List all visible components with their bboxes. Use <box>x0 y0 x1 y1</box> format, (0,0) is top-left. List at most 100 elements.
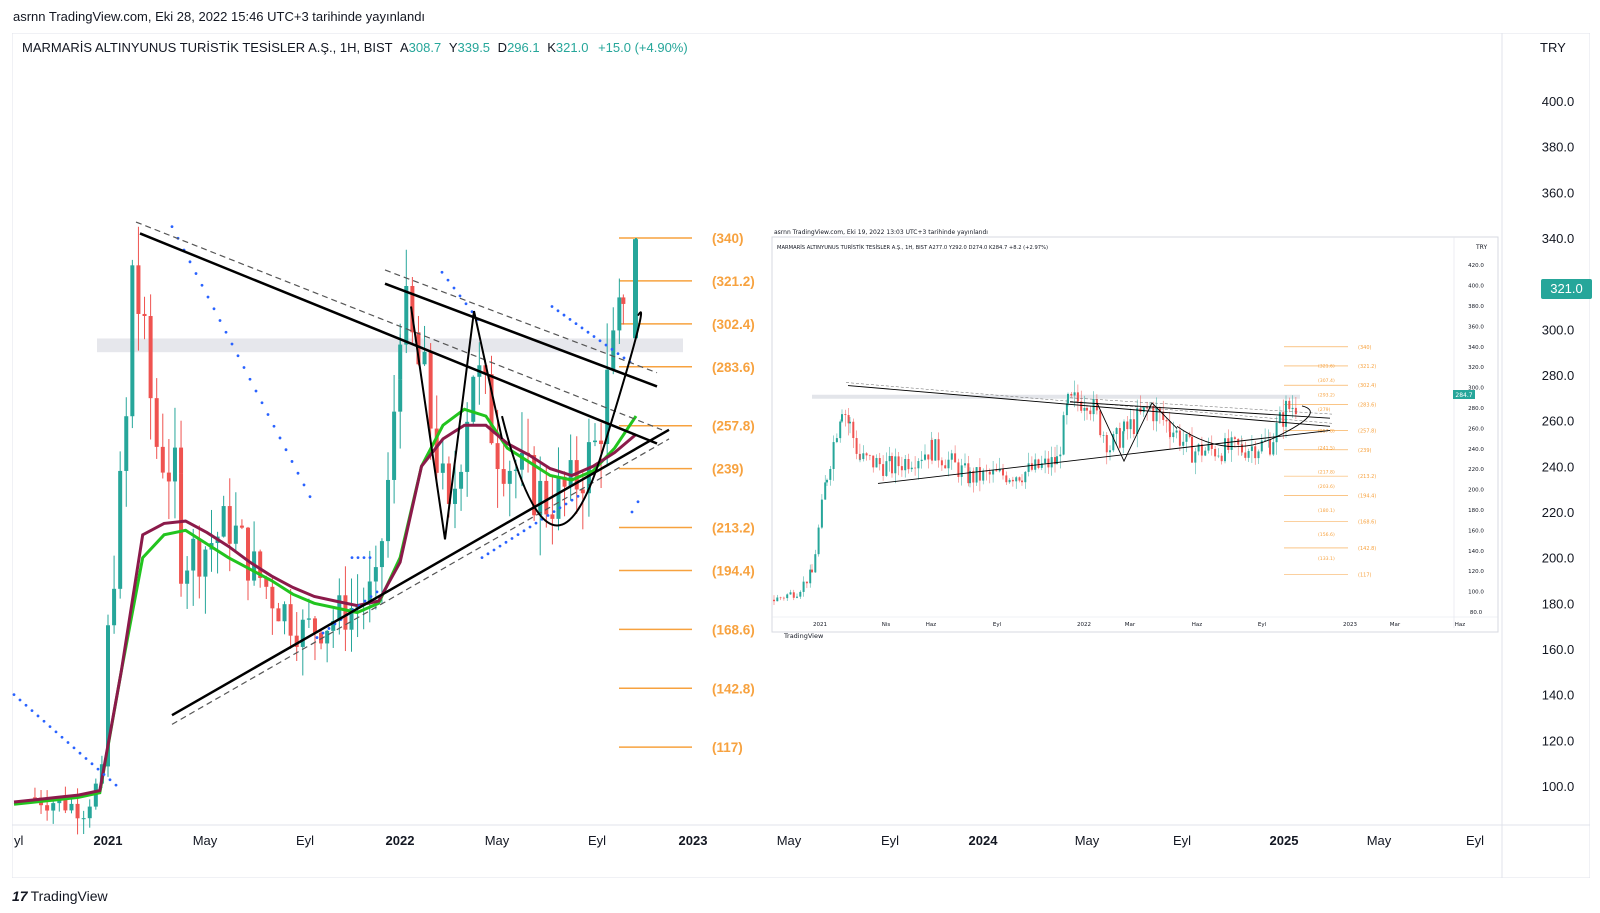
inset-candle-body <box>1123 421 1125 432</box>
inset-candle-body <box>1275 422 1278 443</box>
inset-candle-body <box>1070 393 1073 396</box>
inset-y-tick-label: 160.0 <box>1468 528 1484 534</box>
inset-x-tick-label: Eyl <box>1258 622 1267 628</box>
inset-candle-body <box>1264 440 1267 441</box>
fib-label: (194.4) <box>712 563 755 578</box>
psar-dot <box>194 272 198 275</box>
tradingview-brand[interactable]: 17 TradingView <box>12 888 108 904</box>
psar-dot <box>24 703 28 707</box>
inset-channel-top <box>1069 401 1331 419</box>
inset-candle-body <box>1065 403 1068 416</box>
inset-candle-body <box>888 455 891 462</box>
psar-dot <box>528 525 532 529</box>
candle-body <box>270 586 275 609</box>
inset-candle-body <box>1294 407 1297 415</box>
inset-candle-body <box>1142 406 1145 413</box>
upper-trendline-dashed <box>135 221 663 431</box>
moving-averages <box>13 407 638 806</box>
inset-candle-body <box>1122 431 1125 448</box>
inset-fib-label: (257.8) <box>1358 429 1376 435</box>
psar-dot <box>558 506 562 510</box>
inset-candle-body <box>1109 450 1111 453</box>
inset-y-tick-label: 420.0 <box>1468 263 1484 269</box>
open-label: A <box>399 40 409 55</box>
inset-candle-body <box>826 479 828 483</box>
inset-candle-body <box>811 569 813 573</box>
candle-body <box>264 577 269 587</box>
candle-body <box>148 316 153 399</box>
inset-fib-label-left: (307.4) <box>1318 378 1335 384</box>
psar-dot <box>470 310 474 314</box>
candle-body <box>276 608 281 622</box>
x-tick-label: May <box>485 833 510 848</box>
candle-body <box>282 604 287 622</box>
candle-body <box>471 376 476 422</box>
inset-fib-levels: (340) (321.2) (302.4) (283.6) (257.8) (239) (2… <box>812 345 1376 578</box>
candle-body <box>428 351 433 429</box>
psar-dot <box>302 483 306 487</box>
x-tick-label: Eyl <box>881 833 899 848</box>
inset-publication-line: asrnn TradingView.com, Eki 19, 2022 13:0… <box>774 229 988 236</box>
inset-candle-body <box>1191 436 1193 463</box>
psar-dot <box>576 494 580 498</box>
y-tick-label: 340.0 <box>1542 231 1575 246</box>
close-value: 321.0 <box>555 40 589 55</box>
psar-dot <box>522 529 526 533</box>
inset-currency: TRY <box>1475 244 1487 251</box>
inset-candle-body <box>832 442 835 470</box>
lower-trendline-dashed <box>171 438 670 725</box>
inset-candle-body <box>824 482 827 500</box>
candle-body <box>513 469 518 471</box>
psar-dot <box>564 502 568 506</box>
inset-candle-body <box>957 462 960 477</box>
psar-dot <box>510 537 514 540</box>
inset-candle-body <box>1152 406 1155 422</box>
inset-candle-body <box>1224 438 1226 462</box>
inset-candle-body <box>1099 410 1102 436</box>
psar-dot <box>212 307 216 311</box>
y-tick-label: 300.0 <box>1542 322 1575 337</box>
psar-dot <box>72 746 76 750</box>
fib-label: (302.4) <box>712 317 755 332</box>
candle-body <box>422 351 427 365</box>
candle-body <box>69 803 74 811</box>
x-tick-label: Eyl <box>588 833 606 848</box>
y-tick-label: 240.0 <box>1542 459 1575 474</box>
psar-dot <box>486 552 490 556</box>
inset-candle-body <box>1054 457 1056 465</box>
inset-fib-label: (213.2) <box>1358 474 1376 480</box>
inset-candle-body <box>878 458 881 465</box>
inset-candle-body <box>1083 407 1086 411</box>
candle-body <box>179 447 184 474</box>
candle-body <box>130 340 135 417</box>
y-tick-label: 160.0 <box>1542 642 1575 657</box>
candle-body <box>87 806 92 819</box>
psar-dot <box>356 556 360 560</box>
inset-fib-label-left: (156.6) <box>1318 532 1335 538</box>
resistance-zone-band <box>97 338 683 353</box>
candle-body <box>568 460 573 487</box>
inset-candle-body <box>786 594 789 599</box>
last-candle <box>633 239 638 339</box>
candle-body <box>349 607 354 630</box>
symbol-legend[interactable]: MARMARİS ALTINYUNUS TURİSTİK TESİSLER A.… <box>22 40 688 55</box>
psar-dot <box>18 698 22 702</box>
inset-candle-body <box>1002 468 1004 476</box>
inset-candle-body <box>1129 419 1132 430</box>
candle-body <box>300 619 305 647</box>
currency-label[interactable]: TRY <box>1540 40 1566 55</box>
pattern-drawing <box>410 306 643 540</box>
inset-candle-body <box>1278 412 1281 423</box>
candle-body <box>367 581 372 605</box>
inset-candle-body <box>995 470 998 472</box>
inset-candle-body <box>1165 419 1168 422</box>
inset-candle-body <box>782 597 785 599</box>
inset-x-tick-label: 2021 <box>813 622 827 628</box>
fib-label: (283.6) <box>712 360 755 375</box>
inset-fib-label: (142.8) <box>1358 546 1376 552</box>
chart-frame[interactable]: (340) (321.2) (302.4) (283.6) (257.8) (239) (2… <box>12 33 1590 878</box>
psar-dot <box>78 751 82 755</box>
y-tick-label: 260.0 <box>1542 414 1575 429</box>
inset-candle-body <box>988 471 991 475</box>
channel-top-line <box>384 282 658 388</box>
